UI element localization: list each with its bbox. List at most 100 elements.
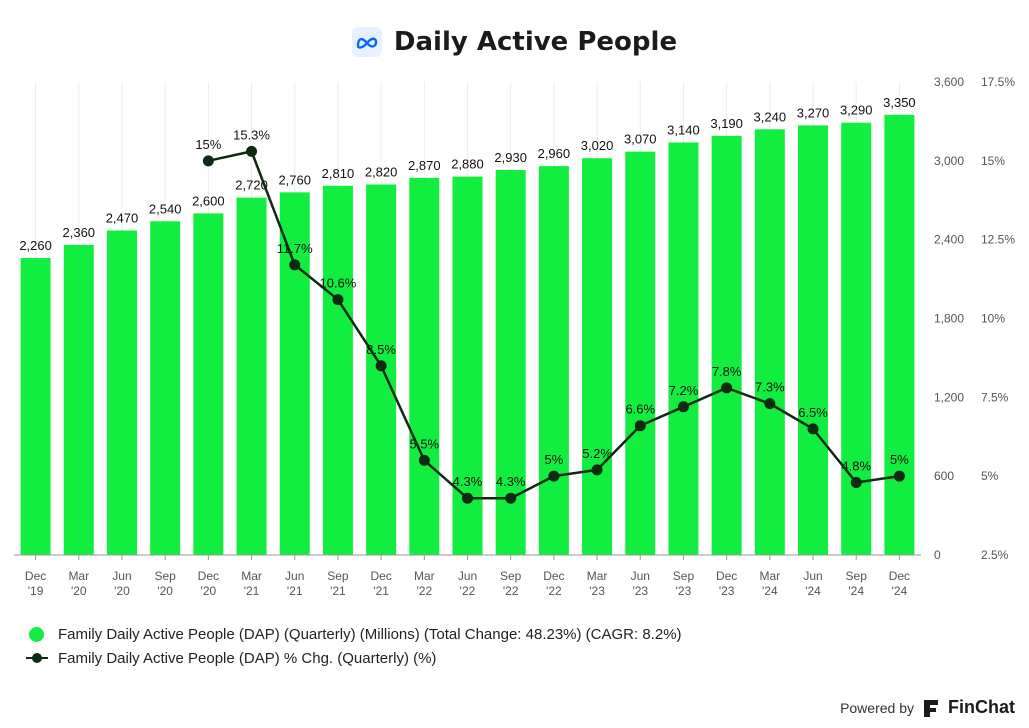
bar <box>20 258 51 555</box>
y-left-tick-label: 3,000 <box>934 154 964 168</box>
y-right-tick-label: 2.5% <box>981 548 1009 562</box>
line-series <box>202 145 905 504</box>
y-right-tick-label: 10% <box>981 312 1005 326</box>
x-tick-label: Jun '20 <box>112 569 131 598</box>
line-data-label: 5% <box>544 452 563 467</box>
chart-header: Daily Active People <box>0 22 1029 62</box>
line-point <box>418 454 430 466</box>
y-axis-left: 0 600 1,200 1,800 2,400 3,000 3,600 <box>934 75 964 562</box>
line-point <box>764 398 776 410</box>
line-point <box>246 145 258 157</box>
bar-data-label: 2,960 <box>538 146 571 161</box>
x-tick-label: Sep '22 <box>500 569 522 598</box>
bar-data-label: 2,870 <box>408 158 441 173</box>
y-left-tick-label: 3,600 <box>934 75 964 89</box>
bar-data-label: 2,470 <box>106 210 139 225</box>
x-tick-label: Dec '21 <box>370 569 391 598</box>
x-tick-label: Sep '21 <box>327 569 349 598</box>
y-left-tick-label: 1,800 <box>934 312 964 326</box>
line-data-labels: 15% 15.3% 11.7% 10.6% 8.5% 5.5% 4.3% 4.3% 5% 5.2%… <box>195 127 909 489</box>
x-tick-label: Sep '23 <box>673 569 695 598</box>
brand-name: FinChat <box>948 697 1015 717</box>
bar <box>538 166 569 556</box>
legend-item-line[interactable]: Family Daily Active People (DAP) % Chg. … <box>26 646 682 670</box>
y-right-tick-label: 17.5% <box>981 75 1015 89</box>
x-tick-label: Dec '19 <box>25 569 46 598</box>
line-point <box>850 476 862 488</box>
x-tick-label: Mar '22 <box>414 569 435 598</box>
line-data-label: 8.5% <box>366 342 396 357</box>
bar-data-label: 3,350 <box>883 95 916 110</box>
x-tick-label: Jun '22 <box>458 569 477 598</box>
x-tick-label: Jun '24 <box>803 569 822 598</box>
line-point <box>462 492 473 504</box>
x-tick-label: Sep '20 <box>154 569 176 598</box>
chart-canvas: 2,260 2,360 2,470 2,540 2,600 2,720 2,760 2,810… <box>14 75 1015 598</box>
legend-item-bar[interactable]: Family Daily Active People (DAP) (Quarte… <box>26 622 682 646</box>
bar <box>150 221 181 555</box>
line-data-label: 10.6% <box>319 276 356 291</box>
line-point <box>807 423 819 435</box>
line-point <box>634 420 646 432</box>
x-tick-label: Jun '23 <box>631 569 650 598</box>
bar-data-label: 2,720 <box>235 178 268 193</box>
line-data-label: 6.6% <box>625 402 655 417</box>
legend-swatch-bar <box>29 626 44 642</box>
bar <box>322 185 353 555</box>
x-axis: Dec '19 Mar '20 Jun '20 Sep '20 Dec '20 Mar '21 Jun '… <box>14 554 921 598</box>
line-point <box>202 155 214 167</box>
bar-data-label: 3,190 <box>710 116 743 131</box>
bar-data-label: 3,140 <box>667 122 700 137</box>
line-data-label: 7.2% <box>669 383 699 398</box>
line-data-label: 15% <box>195 137 221 152</box>
bar-data-label: 3,070 <box>624 132 657 147</box>
bar-data-label: 2,880 <box>451 157 484 172</box>
y-right-tick-label: 7.5% <box>981 390 1009 404</box>
bar <box>452 176 483 555</box>
line-point <box>591 464 603 476</box>
bar <box>841 122 872 555</box>
bar-data-label: 2,820 <box>365 164 398 179</box>
line-data-label: 15.3% <box>233 127 270 142</box>
x-tick-label: Dec '24 <box>889 569 910 598</box>
bar <box>625 151 656 555</box>
bar-data-label: 3,020 <box>581 138 614 153</box>
line-data-label: 11.7% <box>277 241 313 256</box>
x-tick-label: Mar '24 <box>759 569 780 598</box>
bar <box>279 192 310 555</box>
x-tick-label: Sep '24 <box>846 569 868 598</box>
y-left-tick-label: 1,200 <box>934 390 964 404</box>
x-tick-label: Jun '21 <box>285 569 304 598</box>
bar <box>711 135 742 555</box>
bar-data-label: 3,270 <box>797 105 830 120</box>
bar-data-label: 2,810 <box>322 166 355 181</box>
line-data-label: 4.8% <box>841 458 871 473</box>
finchat-logo-icon <box>922 698 940 718</box>
bar <box>582 158 613 555</box>
line-point <box>721 382 733 394</box>
line-point <box>893 470 905 482</box>
bar-data-label: 3,290 <box>840 103 873 118</box>
bar <box>668 142 699 555</box>
bar <box>409 177 440 556</box>
meta-logo-icon <box>351 27 382 57</box>
bar <box>106 230 137 555</box>
line-data-label: 6.5% <box>798 405 828 420</box>
bar-series <box>20 114 915 556</box>
bar <box>236 197 267 555</box>
legend: Family Daily Active People (DAP) (Quarte… <box>26 622 682 670</box>
bar-data-label: 3,240 <box>754 109 787 124</box>
bar-data-label: 2,760 <box>278 172 311 187</box>
line-data-label: 5% <box>890 452 909 467</box>
footer: Powered by FinChat <box>840 697 1015 718</box>
bar <box>63 244 94 555</box>
x-tick-label: Mar '20 <box>68 569 89 598</box>
bar-data-label: 2,540 <box>149 201 182 216</box>
bar <box>495 170 526 555</box>
line-data-label: 7.8% <box>712 364 742 379</box>
bar-data-label: 2,360 <box>63 225 96 240</box>
powered-by-text: Powered by <box>840 699 914 716</box>
y-left-tick-label: 600 <box>934 469 954 483</box>
x-tick-label: Dec '20 <box>198 569 219 598</box>
bar-data-label: 2,260 <box>19 238 52 253</box>
